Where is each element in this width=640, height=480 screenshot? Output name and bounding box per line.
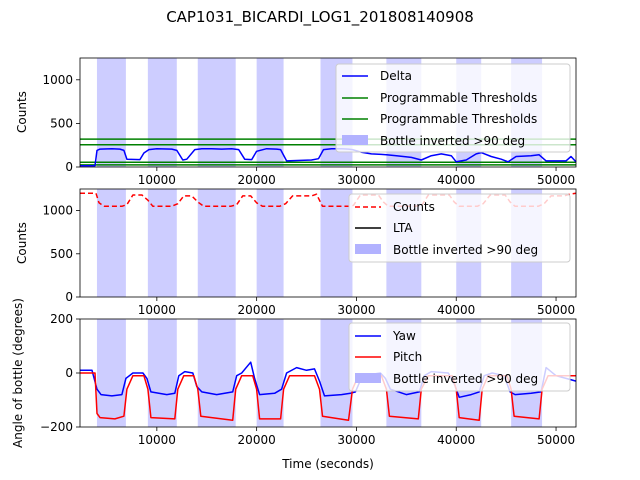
inverted-span xyxy=(147,319,177,427)
ylabel-delta: Counts xyxy=(15,91,29,133)
y-tick-label: 1000 xyxy=(42,204,73,218)
y-tick-label: 200 xyxy=(50,312,73,326)
y-tick-label: 0 xyxy=(65,160,73,174)
legend-box-angle xyxy=(348,322,571,392)
y-tick-label: 0 xyxy=(65,290,73,304)
y-tick-label: −200 xyxy=(40,420,73,434)
inverted-span xyxy=(96,319,126,427)
x-tick-label: 40000 xyxy=(437,303,475,317)
panel-angle: 10000 20000 30000 40000 50000 −200 0 200 Angle … xyxy=(11,298,577,471)
x-tick-label: 10000 xyxy=(138,173,176,187)
x-tick-label: 30000 xyxy=(337,173,375,187)
legend-label-threshold-1: Programmable Thresholds xyxy=(380,91,537,105)
x-tick-label: 30000 xyxy=(337,303,375,317)
inverted-span xyxy=(96,189,126,297)
legend-label-pitch: Pitch xyxy=(393,350,422,364)
inverted-span xyxy=(147,58,177,167)
legend-delta: Delta Programmable Thresholds Programmab… xyxy=(335,63,571,153)
series-line-delta xyxy=(80,147,577,167)
legend-label-inverted-1: Bottle inverted >90 deg xyxy=(380,134,525,148)
legend-box-delta xyxy=(335,63,571,153)
legend-label-inverted-2: Bottle inverted >90 deg xyxy=(393,243,538,257)
xlabel: Time (seconds) xyxy=(281,457,374,471)
legend-swatch-inverted-3 xyxy=(355,373,381,383)
x-tick-label: 20000 xyxy=(238,303,276,317)
x-tick-label: 20000 xyxy=(238,433,276,447)
inverted-span xyxy=(197,319,236,427)
line-layer-delta xyxy=(80,147,577,167)
legend-swatch-inverted-2 xyxy=(355,244,381,254)
inverted-span xyxy=(197,58,236,167)
x-tick-label: 10000 xyxy=(138,303,176,317)
inverted-span xyxy=(320,189,353,297)
tick-layer-delta: 10000 20000 30000 40000 50000 0 500 1000 xyxy=(42,73,575,187)
legend-counts: Counts LTA Bottle inverted >90 deg xyxy=(348,193,571,263)
legend-box-counts xyxy=(348,193,571,263)
tick-layer-angle: 10000 20000 30000 40000 50000 −200 0 200 xyxy=(40,312,575,447)
x-tick-label: 40000 xyxy=(437,173,475,187)
inverted-span xyxy=(96,58,126,167)
x-tick-label: 10000 xyxy=(138,433,176,447)
legend-label-counts: Counts xyxy=(393,200,435,214)
x-tick-label: 20000 xyxy=(238,173,276,187)
legend-label-inverted-3: Bottle inverted >90 deg xyxy=(393,372,538,386)
x-tick-label: 30000 xyxy=(337,433,375,447)
legend-label-lta: LTA xyxy=(393,221,413,235)
series-line-pitch xyxy=(80,372,576,422)
y-tick-label: 500 xyxy=(50,247,73,261)
legend-swatch-inverted-1 xyxy=(342,135,368,145)
legend-label-delta: Delta xyxy=(380,69,412,83)
ylabel-counts: Counts xyxy=(15,222,29,264)
y-tick-label: 0 xyxy=(65,366,73,380)
panel-delta: 10000 20000 30000 40000 50000 0 500 1000 Counts… xyxy=(15,57,577,187)
inverted-span xyxy=(320,319,353,427)
y-tick-label: 1000 xyxy=(42,73,73,87)
figure-title: CAP1031_BICARDI_LOG1_201808140908 xyxy=(166,8,474,27)
ylabel-angle: Angle of bottle (degrees) xyxy=(11,298,25,448)
axes-frame-counts xyxy=(79,188,577,298)
legend-angle: Yaw Pitch Bottle inverted >90 deg xyxy=(348,322,571,392)
x-tick-label: 50000 xyxy=(537,173,575,187)
inverted-span xyxy=(256,319,284,427)
panel-counts: 10000 20000 30000 40000 50000 0 500 1000 Counts… xyxy=(15,188,577,317)
legend-label-yaw: Yaw xyxy=(392,329,416,343)
axes-frame-delta xyxy=(79,57,577,168)
tick-layer-counts: 10000 20000 30000 40000 50000 0 500 1000 xyxy=(42,204,575,317)
x-tick-label: 50000 xyxy=(537,433,575,447)
inverted-span xyxy=(197,189,236,297)
legend-label-threshold-2: Programmable Thresholds xyxy=(380,112,537,126)
x-tick-label: 50000 xyxy=(537,303,575,317)
x-tick-label: 40000 xyxy=(437,433,475,447)
y-tick-label: 500 xyxy=(50,116,73,130)
